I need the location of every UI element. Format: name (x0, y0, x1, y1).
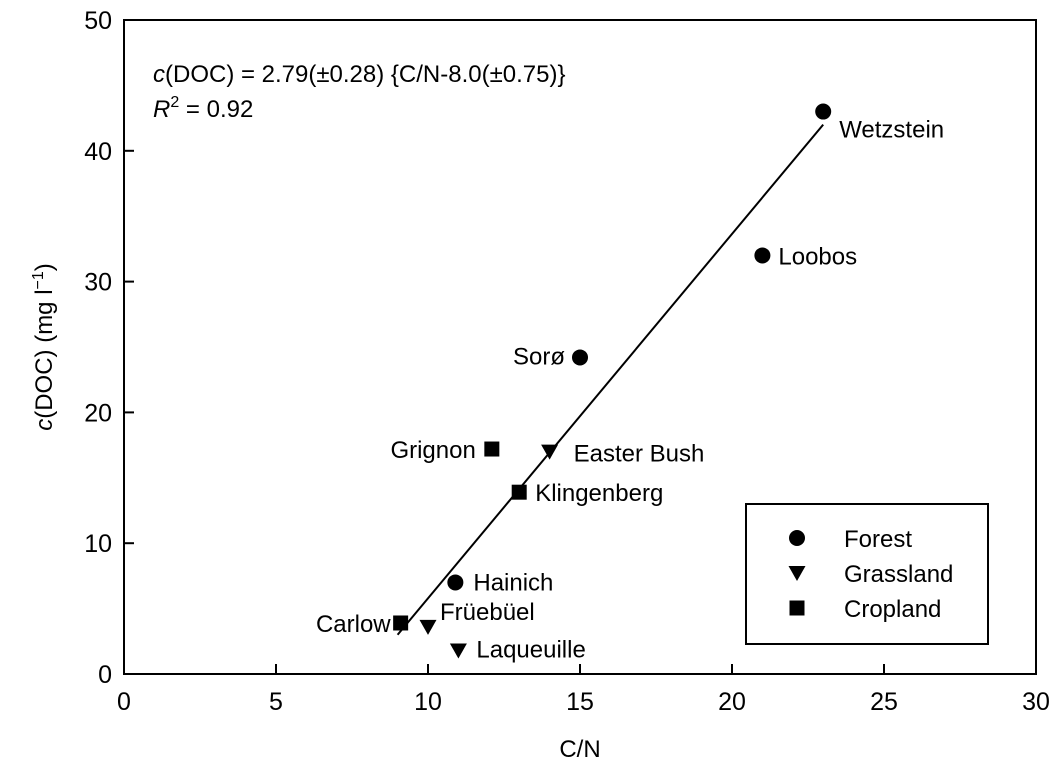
data-points: Wetzstein Loobos Sorø Hainich Easter Bush Frü… (316, 103, 944, 663)
legend: Forest Grassland Cropland (745, 503, 989, 645)
legend-label: Forest (844, 526, 912, 553)
legend-marker-square (789, 600, 805, 616)
x-tick-label: 0 (117, 688, 131, 716)
data-point-triangle-down (449, 643, 467, 659)
equation-line-1: c(DOC) = 2.79(±0.28) {C/N-8.0(±0.75)} (153, 61, 566, 88)
regression-line (396, 123, 824, 636)
y-tick-label: 0 (98, 661, 112, 689)
point-label: Laqueuille (476, 636, 585, 663)
data-point-circle (754, 247, 771, 264)
x-tick-label: 5 (269, 688, 283, 716)
x-tick-label: 25 (870, 688, 898, 716)
data-point-square (484, 441, 500, 457)
x-tick-label: 20 (718, 688, 746, 716)
y-tick-label: 40 (84, 138, 112, 166)
y-tick-label: 50 (84, 7, 112, 35)
point-label: Klingenberg (535, 480, 663, 507)
y-tick-label: 10 (84, 530, 112, 558)
point-label: Früebüel (440, 599, 535, 626)
x-axis-title: C/N (559, 736, 600, 763)
r-squared-line: R2 = 0.92 (153, 94, 253, 123)
point-label: Wetzstein (839, 117, 944, 144)
data-point-triangle-down (541, 444, 559, 460)
data-point-square (511, 484, 527, 500)
y-axis-title: c(DOC) (mg l−1) (30, 263, 58, 431)
point-label: Easter Bush (574, 441, 705, 468)
y-axis-ticks: 0 10 20 30 40 50 (84, 7, 134, 689)
data-point-circle (815, 103, 832, 120)
series-cropland: Grignon Klingenberg Carlow (316, 437, 663, 638)
x-axis-ticks: 0 5 10 15 20 25 30 (117, 664, 1050, 716)
legend-box (745, 503, 989, 645)
data-point-circle (572, 349, 588, 366)
x-tick-label: 30 (1022, 688, 1050, 716)
point-label: Hainich (473, 569, 553, 596)
y-tick-label: 30 (84, 269, 112, 297)
point-label: Sorø (513, 343, 565, 370)
x-tick-label: 10 (414, 688, 442, 716)
data-point-square (393, 615, 409, 631)
data-point-circle (447, 574, 464, 591)
legend-label: Grassland (844, 561, 953, 588)
legend-marker-triangle-down (788, 566, 806, 581)
point-label: Carlow (316, 611, 391, 638)
series-forest: Wetzstein Loobos Sorø Hainich (447, 103, 944, 596)
legend-label: Cropland (844, 596, 941, 623)
x-tick-label: 15 (566, 688, 594, 716)
point-label: Grignon (390, 437, 475, 464)
point-label: Loobos (778, 243, 857, 270)
data-point-triangle-down (419, 619, 437, 635)
legend-marker-circle (789, 530, 805, 546)
y-tick-label: 20 (84, 399, 112, 427)
series-grassland: Easter Bush Früebüel Laqueuille (419, 441, 705, 663)
